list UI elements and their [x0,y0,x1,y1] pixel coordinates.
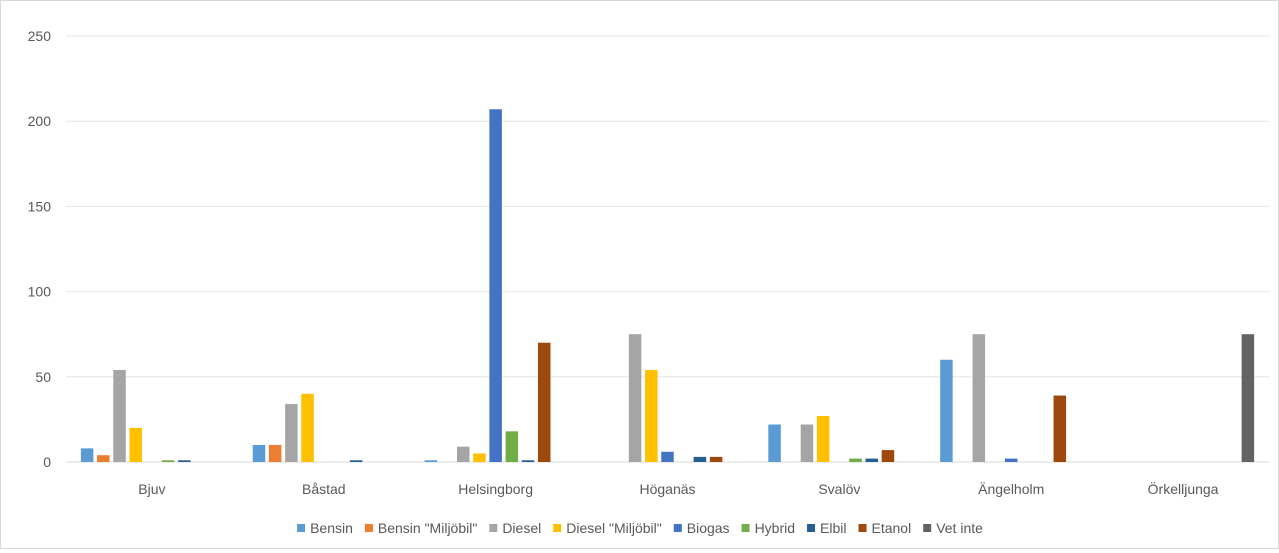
bar [628,334,642,462]
bar [505,431,519,462]
bar [268,444,282,462]
bar [80,448,94,462]
legend-swatch [807,524,816,532]
bar [768,424,781,462]
x-axis-ticks: Bjuv Båstad Helsingborg Höganäs Svalöv Ängelh… [138,480,1218,497]
legend-item: Hybrid [741,520,795,536]
bar [521,460,535,462]
y-tick-label: 150 [28,198,52,214]
bar [473,453,486,462]
x-tick-label: Båstad [302,481,346,497]
legend-item: Etanol [858,520,912,536]
legend-label: Elbil [820,520,846,536]
x-tick-label: Höganäs [639,481,695,497]
bar [1004,458,1018,462]
bar [489,109,502,462]
legend-swatch [297,524,306,532]
x-tick-label: Helsingborg [458,481,533,497]
legend-swatch [673,524,682,532]
legend-swatch [364,524,373,532]
bar [693,456,707,462]
y-tick-label: 0 [43,454,51,470]
x-tick-label: Bjuv [138,481,165,497]
legend-swatch [858,524,867,532]
bar [972,334,986,462]
bar [537,342,551,462]
y-tick-label: 100 [28,284,52,300]
legend-label: Biogas [687,520,730,536]
legend-label: Diesel "Miljöbil" [566,520,662,536]
legend: Bensin Bensin "Miljöbil" Diesel Diesel "Mil… [297,520,983,536]
x-tick-label: Örkelljunga [1148,480,1219,497]
bar [301,393,314,462]
legend-item: Vet inte [923,520,983,536]
bar [816,415,830,462]
bar [456,446,470,462]
bar [349,460,363,462]
legend-swatch [923,524,932,532]
y-tick-label: 50 [35,369,51,385]
y-tick-label: 200 [28,113,52,129]
legend-label: Diesel [502,520,541,536]
bar [1053,395,1067,462]
legend-item: Elbil [807,520,847,536]
legend-label: Bensin "Miljöbil" [378,520,477,536]
bar [881,450,895,462]
bar [940,359,953,462]
legend-item: Biogas [673,520,730,536]
bar [1241,334,1255,462]
y-axis-ticks: 0 50 100 150 200 250 [28,28,52,470]
bar [161,460,175,462]
bar [800,424,814,462]
bar [709,456,723,462]
legend-label: Vet inte [936,520,983,536]
bar [97,455,110,462]
y-tick-label: 250 [28,28,52,44]
legend-item: Bensin [297,520,353,536]
bar [113,369,126,462]
bar [865,458,879,462]
legend-item: Diesel [489,520,541,536]
bar [645,369,658,462]
x-tick-label: Ängelholm [978,481,1044,497]
legend-swatch [489,524,498,532]
legend-item: Bensin "Miljöbil" [364,520,477,536]
bar [849,458,862,462]
x-tick-label: Svalöv [818,481,860,497]
bar [661,451,674,462]
bar [424,460,438,462]
legend-item: Diesel "Miljöbil" [553,520,662,536]
bars [80,109,1255,462]
bar [129,427,142,462]
legend-label: Hybrid [755,520,795,536]
legend-swatch [741,524,750,532]
legend-swatch [553,524,562,532]
legend-label: Etanol [872,520,912,536]
bar [252,444,266,462]
bar [178,460,191,462]
legend-label: Bensin [310,520,353,536]
gridlines [66,35,1269,463]
bar [285,404,298,462]
